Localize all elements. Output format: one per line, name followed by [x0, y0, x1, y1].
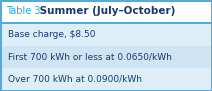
- Bar: [0, 46, 212, 68]
- Bar: [211, 0, 212, 91]
- Bar: [0, 90, 212, 91]
- Text: First 700 kWh or less at 0.0650/kWh: First 700 kWh or less at 0.0650/kWh: [8, 53, 172, 62]
- Bar: [0, 0, 212, 1]
- Text: Summer (July–October): Summer (July–October): [36, 6, 175, 16]
- Bar: [0, 23, 212, 46]
- Bar: [0, 0, 1, 91]
- Text: Table 3: Table 3: [6, 6, 40, 16]
- Text: Base charge, $8.50: Base charge, $8.50: [8, 30, 95, 39]
- Bar: [0, 22, 212, 23]
- Bar: [0, 0, 212, 22]
- Bar: [0, 68, 212, 91]
- Text: Over 700 kWh at 0.0900/kWh: Over 700 kWh at 0.0900/kWh: [8, 75, 142, 84]
